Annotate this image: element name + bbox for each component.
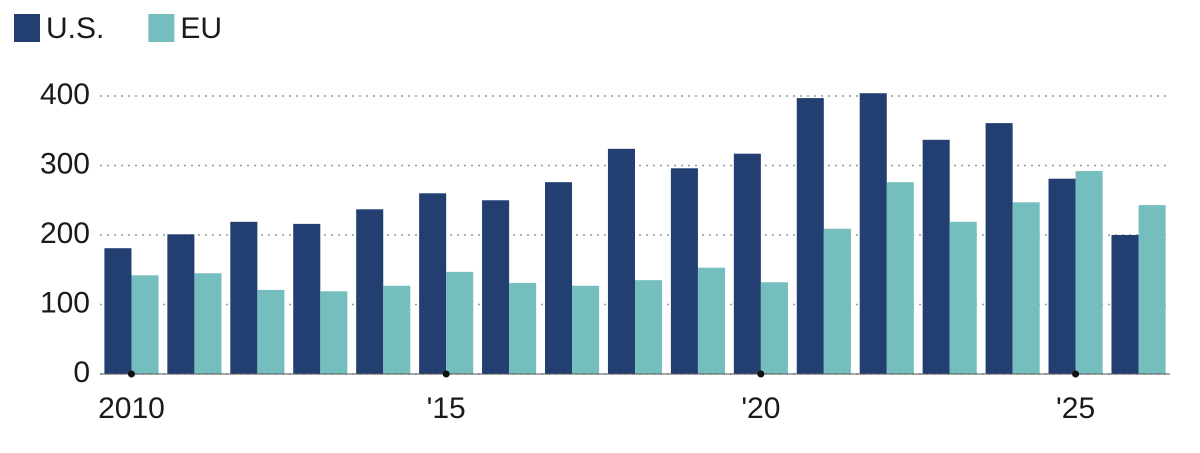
legend-swatch: [148, 14, 175, 42]
y-tick-label: 300: [40, 147, 90, 180]
y-tick-label: 400: [40, 78, 90, 111]
bar: [572, 285, 600, 374]
legend-swatch: [14, 14, 40, 42]
bar: [823, 228, 851, 374]
bar: [131, 275, 159, 374]
bar: [446, 271, 474, 374]
bar: [985, 123, 1013, 374]
y-tick-label: 0: [73, 356, 90, 389]
bar: [670, 168, 698, 374]
bar: [1048, 178, 1076, 374]
y-tick-label: 200: [40, 217, 90, 250]
bar: [635, 280, 663, 374]
bar: [796, 98, 824, 375]
x-tick-dot: [442, 370, 450, 378]
bar: [383, 285, 411, 374]
legend-label: U.S.: [46, 12, 104, 45]
bar: [257, 289, 285, 374]
bar: [482, 200, 510, 374]
bar: [293, 223, 321, 374]
bar: [194, 273, 222, 374]
bar: [230, 221, 258, 374]
bar: [509, 282, 537, 374]
bar: [419, 193, 447, 374]
bar: [1012, 202, 1040, 374]
bar: [167, 234, 195, 374]
bar: [886, 182, 914, 374]
bar: [1111, 235, 1139, 374]
bar: [922, 139, 950, 374]
bar: [356, 209, 384, 374]
bar: [733, 153, 761, 374]
x-tick-label: '25: [1056, 392, 1095, 425]
legend-label: EU: [180, 12, 222, 45]
bar: [859, 93, 887, 374]
bar: [104, 248, 132, 374]
bar: [697, 267, 726, 374]
bar: [1075, 171, 1103, 374]
bar: [607, 148, 635, 374]
bar: [949, 221, 977, 374]
x-tick-dot: [1072, 370, 1080, 378]
bar: [1138, 205, 1166, 374]
x-tick-label: '20: [741, 392, 780, 425]
x-tick-dot: [127, 370, 135, 378]
bar: [320, 291, 348, 374]
bar: [544, 182, 573, 374]
y-tick-label: 100: [40, 286, 90, 319]
bar: [760, 282, 788, 374]
x-tick-label: '15: [427, 392, 466, 425]
x-tick-label: 2010: [98, 392, 165, 425]
x-tick-dot: [757, 370, 765, 378]
